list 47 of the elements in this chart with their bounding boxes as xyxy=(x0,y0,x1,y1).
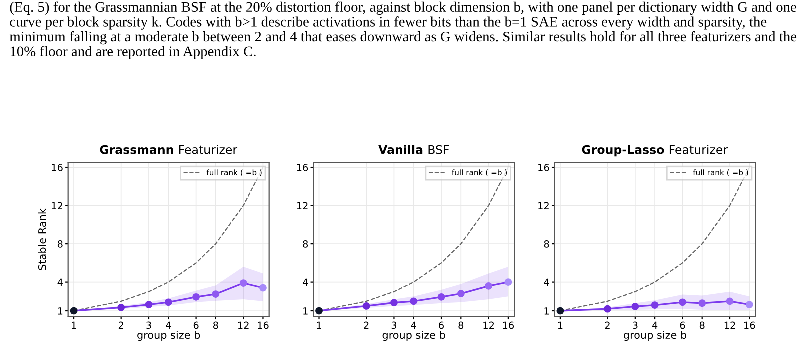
x-tick-label: 1 xyxy=(72,322,76,329)
y-tick-label: 4 xyxy=(544,278,550,286)
y-tick-label: 1 xyxy=(304,308,308,315)
y-tick-label: 1 xyxy=(544,308,549,315)
y-tick-label: 16 xyxy=(538,164,550,172)
x-tick-label: 4 xyxy=(166,322,172,329)
x-tick-label: 6 xyxy=(680,322,686,330)
x-tick-label: 16 xyxy=(744,322,756,330)
x-tick-label: 12 xyxy=(724,322,736,329)
x-tick-label: 1 xyxy=(317,322,322,329)
x-tick-label: 1 xyxy=(558,322,563,329)
x-axis-title: group size b xyxy=(624,331,687,342)
x-tick-label: 4 xyxy=(411,322,416,329)
y-axis-title: Stable Rank xyxy=(38,208,46,270)
x-tick-label: 8 xyxy=(213,322,218,330)
chart-title: Grassmann Featurizer xyxy=(100,145,238,154)
x-tick-label: 8 xyxy=(700,322,705,330)
x-tick-label: 3 xyxy=(146,322,152,330)
x-tick-label: 2 xyxy=(118,322,124,329)
chart-title: Group-Lasso Featurizer xyxy=(582,145,728,157)
y-tick-label: 4 xyxy=(302,278,308,286)
y-tick-label: 8 xyxy=(58,240,63,248)
x-tick-label: 12 xyxy=(484,322,494,329)
y-tick-label: 12 xyxy=(297,202,308,210)
y-tick-label: 4 xyxy=(58,278,63,286)
x-tick-label: 3 xyxy=(633,322,638,330)
y-tick-label: 16 xyxy=(297,164,308,172)
x-tick-label: 6 xyxy=(439,322,444,330)
text: (Eq. 5) for the Grassmannian BSF at the 20% distortion floor, against block dimension b, with one panel per dictionary width G and one curve per block sparsity k. Codes with b>1 describe activations in fewer bits than the b=1 SAE across every width and sparsity, the minimum falling at a moderate b between 2 and 4 that eases downward as G widens. Similar results hold for all three featurizers and the 10% floor and are reported in Appendix C. xyxy=(10,2,797,60)
x-tick-label: 3 xyxy=(392,322,397,330)
x-tick-label: 8 xyxy=(458,322,464,330)
y-tick-label: 12 xyxy=(538,202,549,210)
x-tick-label: 6 xyxy=(194,322,199,330)
x-axis-title: group size b xyxy=(138,331,200,342)
y-tick-label: 8 xyxy=(544,240,550,248)
x-axis-title: group size b xyxy=(382,331,446,342)
x-tick-label: 2 xyxy=(605,322,610,329)
x-tick-label: 4 xyxy=(652,322,658,329)
y-tick-label: 1 xyxy=(58,308,63,315)
x-tick-label: 16 xyxy=(258,322,269,330)
y-tick-label: 12 xyxy=(52,202,63,210)
chart-title: Vanilla BSF xyxy=(378,145,450,154)
x-tick-label: 16 xyxy=(503,322,514,330)
y-tick-label: 8 xyxy=(303,240,308,248)
y-tick-label: 16 xyxy=(52,164,63,172)
x-tick-label: 2 xyxy=(364,322,369,329)
x-tick-label: 12 xyxy=(238,322,249,329)
